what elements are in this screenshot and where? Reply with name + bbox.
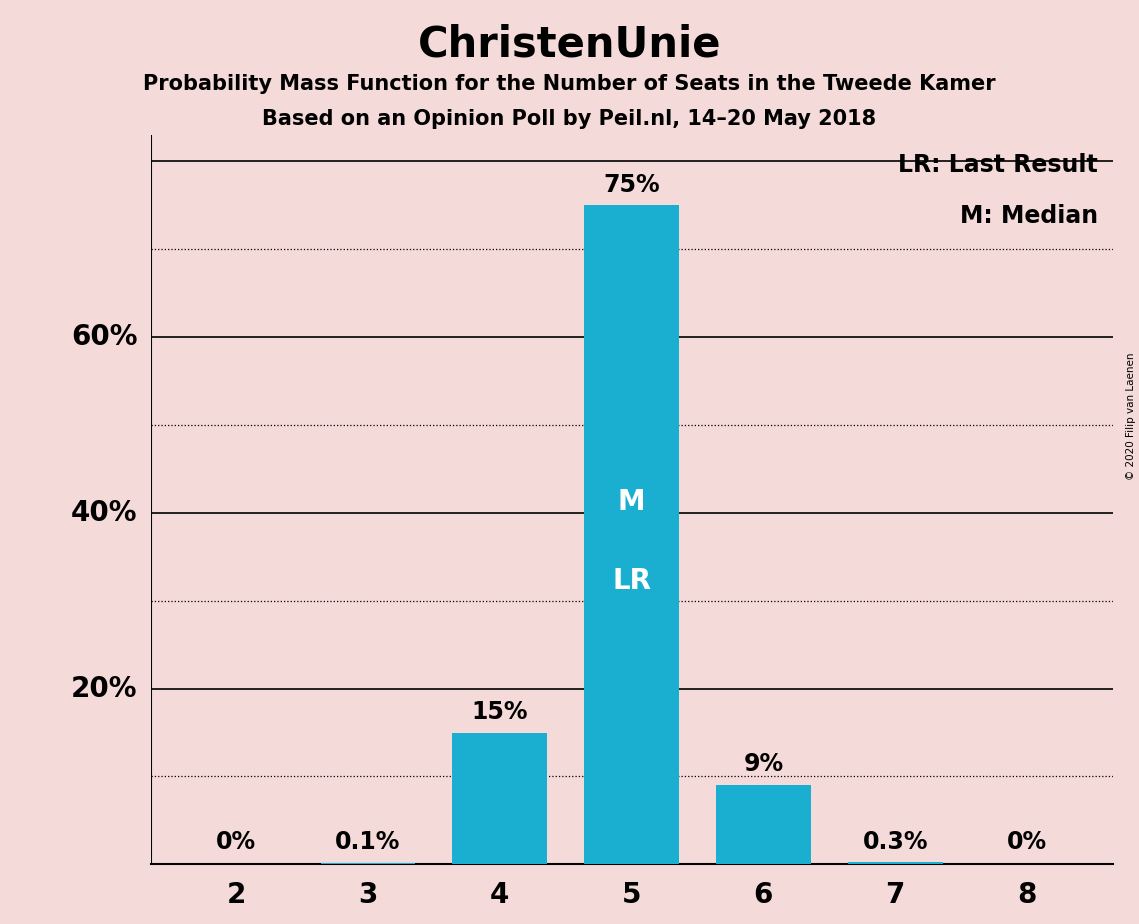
Text: 9%: 9% bbox=[744, 752, 784, 776]
Text: LR: Last Result: LR: Last Result bbox=[899, 153, 1098, 177]
Text: LR: LR bbox=[612, 567, 652, 595]
Text: 0.3%: 0.3% bbox=[862, 831, 928, 855]
Text: 0%: 0% bbox=[1007, 831, 1047, 855]
Text: 75%: 75% bbox=[604, 173, 659, 197]
Text: Based on an Opinion Poll by Peil.nl, 14–20 May 2018: Based on an Opinion Poll by Peil.nl, 14–… bbox=[262, 109, 877, 129]
Bar bbox=[584, 205, 679, 864]
Text: ChristenUnie: ChristenUnie bbox=[418, 23, 721, 65]
Text: M: M bbox=[617, 488, 646, 516]
Bar bbox=[452, 733, 547, 864]
Text: 0.1%: 0.1% bbox=[335, 831, 401, 855]
Text: 20%: 20% bbox=[71, 675, 138, 702]
Text: 0%: 0% bbox=[216, 831, 256, 855]
Text: M: Median: M: Median bbox=[960, 204, 1098, 228]
Bar bbox=[847, 862, 943, 864]
Text: 60%: 60% bbox=[71, 323, 138, 351]
Text: 15%: 15% bbox=[472, 699, 528, 723]
Text: 40%: 40% bbox=[71, 499, 138, 527]
Text: © 2020 Filip van Laenen: © 2020 Filip van Laenen bbox=[1126, 352, 1136, 480]
Text: Probability Mass Function for the Number of Seats in the Tweede Kamer: Probability Mass Function for the Number… bbox=[144, 74, 995, 94]
Bar bbox=[716, 785, 811, 864]
